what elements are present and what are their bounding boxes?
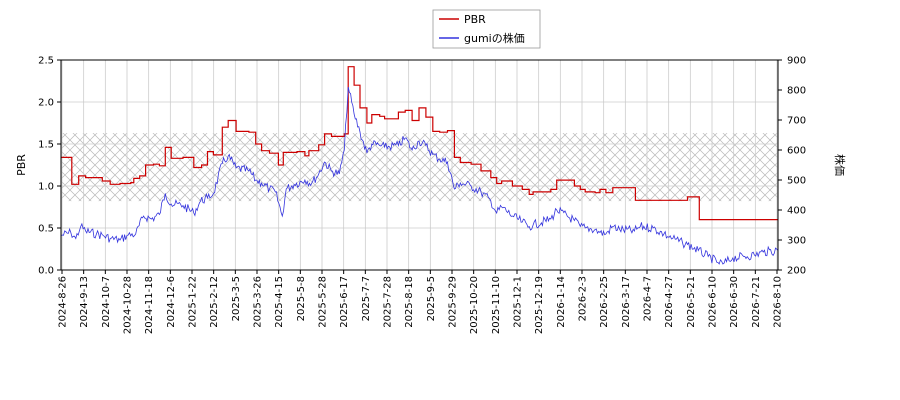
right-y-axis: 200 300 400 500 600 700 800 900: [778, 56, 806, 277]
right-tick-label: 700: [787, 116, 806, 127]
x-axis: 2024-8-26 2024-9-13 2024-10-7 2024-10-28 202…: [58, 270, 784, 334]
x-tick-label: 2026-2-25: [599, 276, 610, 328]
left-tick-label: 0.5: [38, 224, 54, 235]
right-tick-label: 800: [787, 86, 806, 97]
series-line-pbr: [61, 66, 778, 221]
left-tick-label: 1.5: [38, 140, 54, 151]
legend-box: [432, 9, 541, 49]
legend-label-price: gumiの株価: [464, 31, 525, 45]
x-tick-label: 2025-10-20: [469, 276, 480, 334]
left-axis-title: PBR: [15, 154, 28, 176]
right-axis-title: 株価: [833, 154, 847, 176]
x-tick-label: 2026-2-3: [578, 276, 589, 321]
x-tick-label: 2025-7-28: [383, 276, 394, 328]
x-tick-label: 2025-3-5: [231, 276, 242, 321]
left-tick-label: 1.0: [38, 182, 54, 193]
x-tick-label: 2025-11-10: [491, 276, 502, 334]
x-tick-label: 2024-8-26: [58, 276, 69, 328]
x-tick-label: 2026-1-14: [556, 276, 567, 328]
right-tick-label: 600: [787, 146, 806, 157]
x-tick-label: 2025-9-29: [448, 276, 459, 328]
x-tick-label: 2025-7-7: [361, 276, 372, 321]
x-tick-label: 2026-8-10: [773, 276, 784, 328]
x-tick-label: 2025-5-8: [296, 276, 307, 321]
x-tick-label: 2025-9-5: [426, 276, 437, 321]
right-tick-label: 300: [787, 236, 806, 247]
x-tick-label: 2025-5-28: [318, 276, 329, 328]
right-tick-label: 900: [787, 56, 806, 67]
left-tick-label: 2.5: [38, 56, 54, 67]
x-tick-label: 2024-9-13: [79, 276, 90, 328]
x-tick-label: 2025-1-22: [188, 276, 199, 328]
series-lines: [61, 66, 778, 265]
right-tick-label: 400: [787, 206, 806, 217]
right-tick-label: 200: [787, 266, 806, 277]
x-tick-label: 2025-4-15: [274, 276, 285, 328]
legend: PBR gumiの株価: [432, 9, 541, 49]
x-tick-label: 2026-6-10: [708, 276, 719, 328]
series-line-price: [61, 86, 778, 265]
right-tick-label: 500: [787, 176, 806, 187]
x-tick-label: 2024-12-6: [166, 276, 177, 328]
x-tick-label: 2024-10-28: [123, 276, 134, 334]
x-tick-label: 2025-8-18: [404, 276, 415, 328]
left-tick-label: 2.0: [38, 98, 54, 109]
x-tick-label: 2025-12-1: [513, 276, 524, 328]
x-tick-label: 2024-10-7: [101, 276, 112, 328]
x-tick-label: 2025-6-17: [339, 276, 350, 328]
legend-label-pbr: PBR: [464, 13, 486, 26]
x-tick-label: 2025-2-12: [209, 276, 220, 328]
plot-frame: [60, 59, 779, 271]
x-tick-label: 2026-5-21: [686, 276, 697, 328]
x-tick-label: 2024-11-18: [144, 276, 155, 334]
x-tick-label: 2026-4-27: [664, 276, 675, 328]
x-tick-label: 2026-6-30: [729, 276, 740, 328]
x-tick-label: 2025-12-19: [534, 276, 545, 334]
left-tick-label: 0.0: [38, 266, 54, 277]
x-tick-label: 2026-4-7: [643, 276, 654, 321]
x-tick-label: 2026-7-21: [751, 276, 762, 328]
x-tick-label: 2026-3-17: [621, 276, 632, 328]
x-tick-label: 2025-3-26: [253, 276, 264, 328]
left-y-axis: 0.0 0.5 1.0 1.5 2.0 2.5: [38, 56, 61, 277]
